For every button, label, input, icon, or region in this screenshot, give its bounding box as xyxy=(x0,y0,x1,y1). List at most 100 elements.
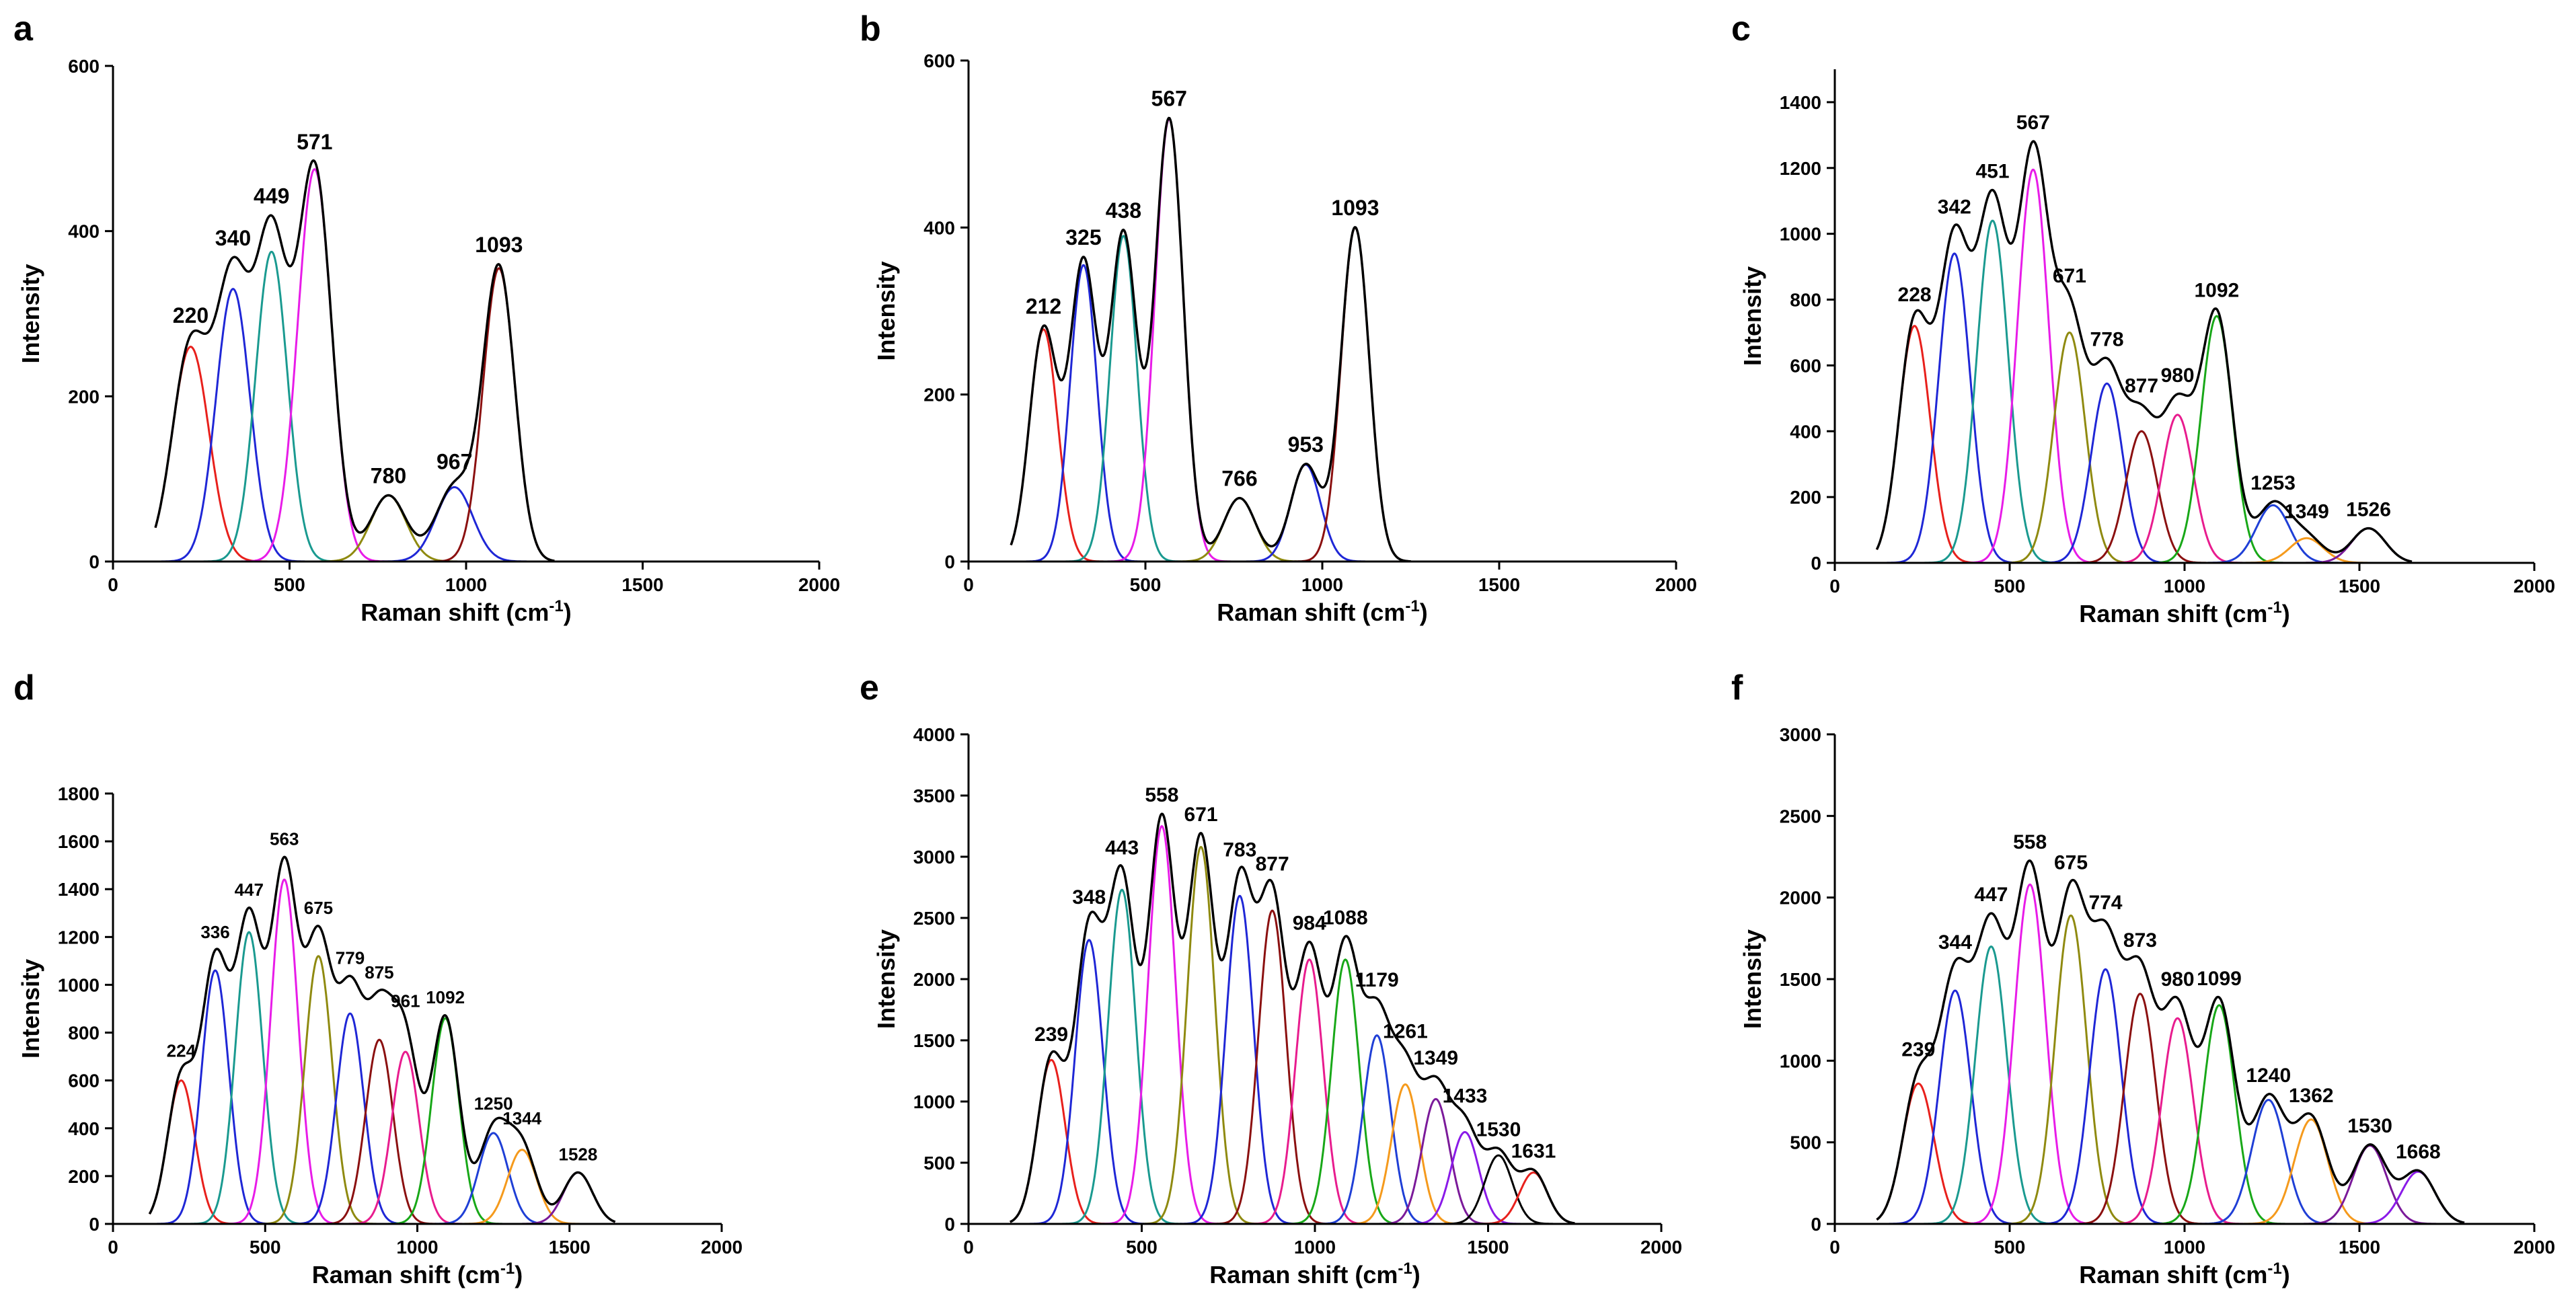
sum-curve xyxy=(1010,116,1411,563)
x-tick-label: 1000 xyxy=(2164,1237,2205,1258)
x-axis-title: Raman shift (cm-1) xyxy=(361,597,571,626)
peak-label-224: 224 xyxy=(167,1041,196,1061)
y-tick-label: 1000 xyxy=(1780,224,1821,245)
y-tick-label: 1200 xyxy=(58,927,100,948)
peak-label-1530: 1530 xyxy=(2347,1115,2392,1137)
peak-label-571: 571 xyxy=(297,130,332,154)
x-axis-title: Raman shift (cm-1) xyxy=(2079,1260,2289,1288)
x-axis-title-main: Raman shift (cm xyxy=(361,599,549,626)
x-tick-label: 0 xyxy=(108,1237,118,1258)
peak-label-953: 953 xyxy=(1288,432,1324,457)
y-tick-label: 3500 xyxy=(913,785,955,806)
x-axis-title-sup: -1 xyxy=(549,597,563,615)
sum-curve xyxy=(1876,859,2465,1224)
y-tick-label: 800 xyxy=(68,1023,100,1044)
peak-label-961: 961 xyxy=(391,991,420,1011)
y-tick-label: 200 xyxy=(68,1166,100,1187)
peak-label-1099: 1099 xyxy=(2197,968,2242,990)
y-axis-title: Intensity xyxy=(1739,266,1766,366)
x-axis-title-sup: -1 xyxy=(2267,1260,2281,1278)
peak-label-1261: 1261 xyxy=(1383,1021,1428,1043)
y-tick-label: 400 xyxy=(68,221,100,242)
panel-e: e 0 500 1000 1500 2000 0 500 1000 1500 2000 2500 300… xyxy=(860,668,1682,1288)
peak-label-783: 783 xyxy=(1223,839,1256,861)
x-tick-label: 500 xyxy=(1126,1237,1158,1258)
x-tick-label: 1000 xyxy=(1301,574,1343,595)
x-axis-title-tail: ) xyxy=(2282,1261,2290,1288)
peak-label-348: 348 xyxy=(1072,886,1106,909)
x-tick-label: 1500 xyxy=(621,574,663,595)
y-tick-label: 0 xyxy=(89,1214,100,1235)
y-tick-label: 500 xyxy=(923,1153,955,1173)
x-axis-title-main: Raman shift (cm xyxy=(1217,599,1405,626)
peak-label-780: 780 xyxy=(371,464,406,488)
y-tick-label: 500 xyxy=(1790,1132,1821,1153)
y-axis-title: Intensity xyxy=(17,959,44,1058)
x-tick-label: 500 xyxy=(1994,576,2026,596)
x-tick-label: 1500 xyxy=(1467,1237,1509,1258)
y-tick-label: 600 xyxy=(1790,355,1821,376)
x-tick-label: 500 xyxy=(274,574,305,595)
x-tick-label: 0 xyxy=(108,574,118,595)
peak-label-443: 443 xyxy=(1105,837,1139,859)
peak-label-1240: 1240 xyxy=(2246,1065,2291,1087)
component-peak-877 xyxy=(1877,430,2412,564)
peak-label-325: 325 xyxy=(1065,225,1101,249)
x-axis-title-sup: -1 xyxy=(2267,599,2281,617)
component-peak-671 xyxy=(1877,332,2412,564)
peak-label-1433: 1433 xyxy=(1443,1085,1488,1108)
x-tick-label: 1000 xyxy=(445,574,487,595)
peak-label-671: 671 xyxy=(2053,265,2086,287)
x-tick-label: 500 xyxy=(1994,1237,2026,1258)
y-tick-label: 0 xyxy=(944,551,955,572)
x-tick-label: 0 xyxy=(1829,576,1840,596)
x-axis-title: Raman shift (cm-1) xyxy=(312,1260,523,1288)
x-axis-title-sup: -1 xyxy=(1405,597,1419,615)
y-tick-label: 200 xyxy=(68,386,100,407)
x-tick-label: 2000 xyxy=(1655,574,1697,595)
y-tick-label: 2000 xyxy=(913,969,955,990)
x-axis-title-tail: ) xyxy=(515,1261,523,1288)
y-tick-label: 600 xyxy=(68,56,100,77)
peak-label-1253: 1253 xyxy=(2250,472,2296,494)
panel-letter: f xyxy=(1731,668,1743,707)
peak-label-980: 980 xyxy=(2161,364,2195,387)
x-axis-title-main: Raman shift (cm xyxy=(2079,1261,2267,1288)
peak-label-1526: 1526 xyxy=(2346,499,2391,521)
peak-label-563: 563 xyxy=(270,828,299,849)
peak-label-877: 877 xyxy=(1256,853,1289,875)
y-axis-title: Intensity xyxy=(872,929,900,1029)
peak-label-212: 212 xyxy=(1026,295,1061,319)
x-axis-title: Raman shift (cm-1) xyxy=(1217,597,1427,626)
peak-label-1088: 1088 xyxy=(1323,906,1368,929)
peak-label-1668: 1668 xyxy=(2396,1141,2441,1163)
peak-label-558: 558 xyxy=(2013,831,2047,853)
sum-curve xyxy=(1875,140,2413,563)
peak-label-567: 567 xyxy=(1151,86,1187,110)
peak-label-451: 451 xyxy=(1975,161,2009,183)
y-tick-label: 1000 xyxy=(58,974,100,995)
peak-label-877: 877 xyxy=(2125,375,2158,397)
peak-label-239: 239 xyxy=(1034,1024,1068,1046)
x-tick-label: 1000 xyxy=(1294,1237,1336,1258)
x-axis-title-main: Raman shift (cm xyxy=(1209,1261,1398,1288)
peak-label-1093: 1093 xyxy=(475,233,523,257)
peak-label-1250: 1250 xyxy=(474,1093,513,1114)
component-peak-239 xyxy=(1010,1058,1575,1225)
y-tick-label: 2500 xyxy=(1780,806,1821,826)
y-tick-label: 2500 xyxy=(913,908,955,929)
x-tick-label: 1500 xyxy=(2339,1237,2380,1258)
peak-label-344: 344 xyxy=(1938,931,1972,954)
peak-label-567: 567 xyxy=(2016,112,2050,134)
component-peak-1093 xyxy=(1011,227,1411,563)
peak-label-1530: 1530 xyxy=(1476,1119,1521,1141)
component-peak-984 xyxy=(1010,958,1575,1225)
y-tick-label: 0 xyxy=(944,1214,955,1235)
y-axis-title: Intensity xyxy=(872,261,900,360)
peak-label-1528: 1528 xyxy=(558,1144,597,1164)
peak-label-558: 558 xyxy=(1145,784,1178,806)
x-axis-title-tail: ) xyxy=(564,599,572,626)
x-tick-label: 2000 xyxy=(701,1237,743,1258)
x-tick-label: 2000 xyxy=(1640,1237,1682,1258)
